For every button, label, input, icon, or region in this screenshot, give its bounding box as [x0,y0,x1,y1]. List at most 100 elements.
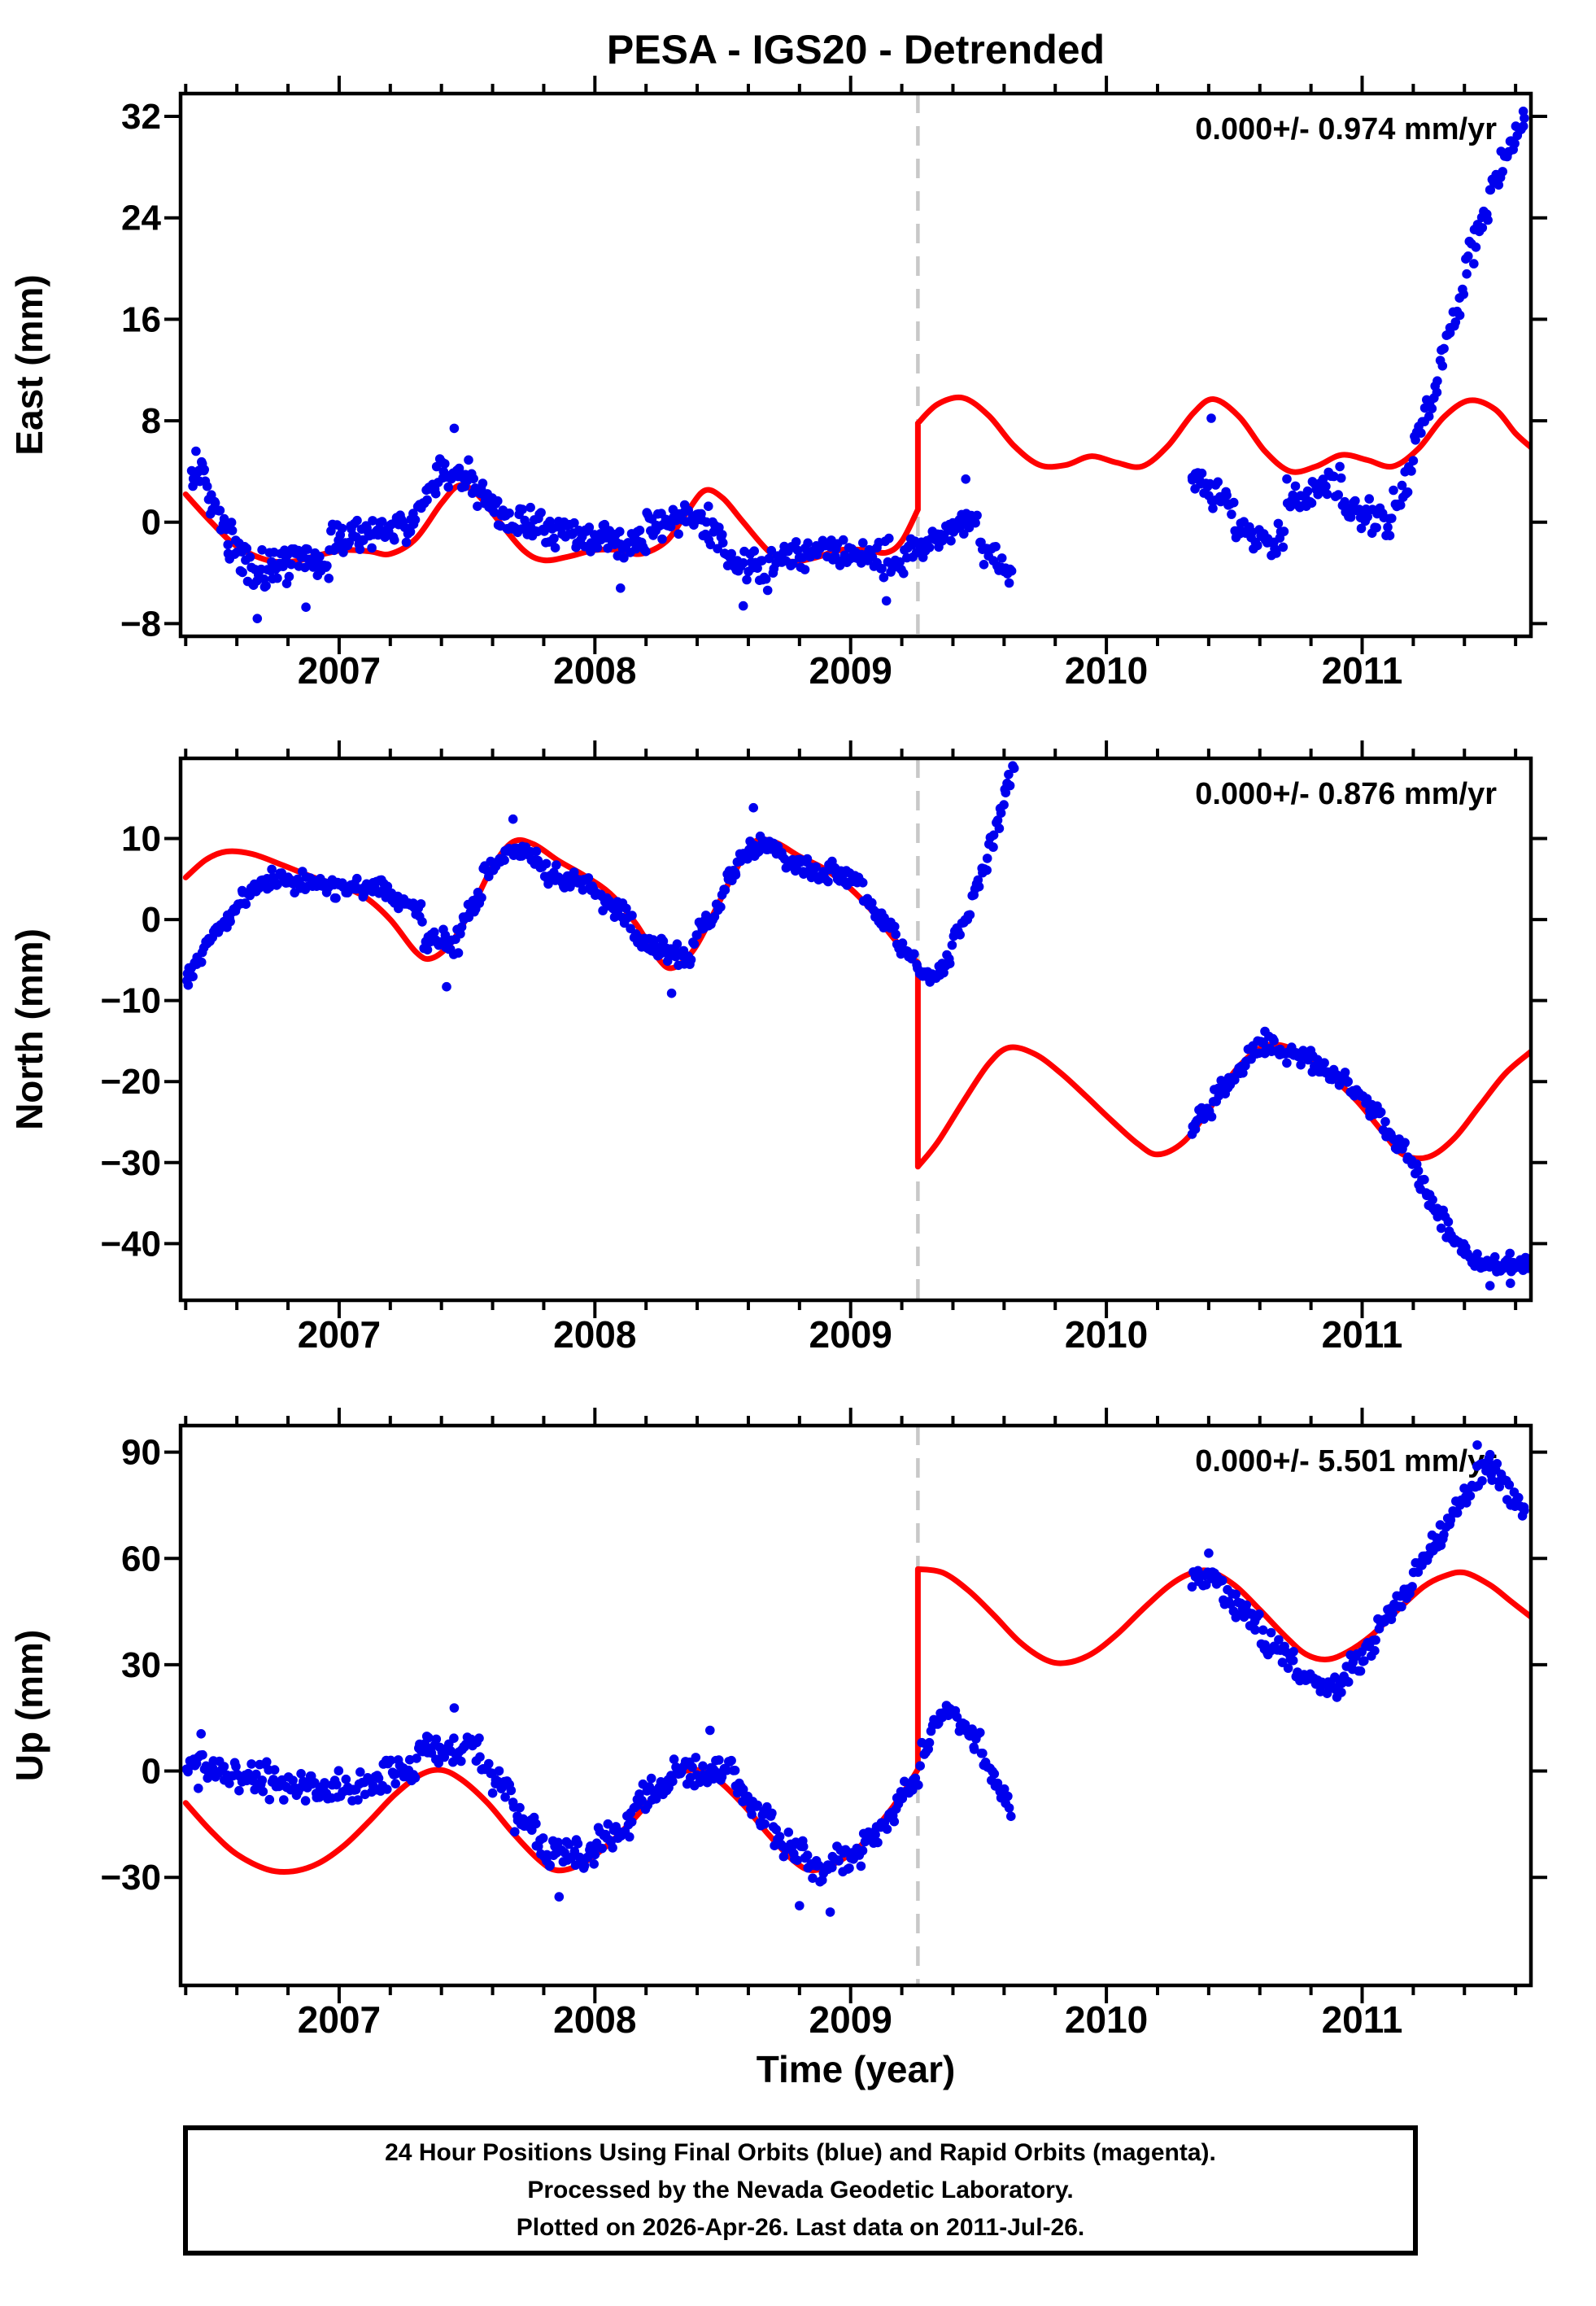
caption-line-3: Plotted on 2026-Apr-26. Last data on 201… [516,2214,1085,2241]
data-point [889,1816,900,1827]
data-point [825,1907,835,1917]
data-point [1376,1107,1386,1117]
data-point [961,474,970,484]
data-point [541,858,552,869]
data-point [1250,1625,1260,1635]
data-point [1336,473,1346,483]
data-point [672,939,682,949]
data-point [499,855,509,865]
data-point [705,1725,715,1736]
y-tick-label: −8 [120,604,161,644]
data-point [1277,1657,1288,1667]
y-tick-label: 8 [142,401,161,441]
data-point [774,1832,785,1841]
data-point [1350,496,1360,506]
data-point [767,1808,777,1819]
data-point [634,526,645,535]
data-point [1283,1663,1293,1673]
data-point [742,574,752,585]
data-point [300,1796,311,1806]
data-point [487,1788,498,1798]
data-point [952,1712,962,1722]
data-point [1454,310,1465,321]
data-point [762,585,773,596]
x-axis-title: Time (year) [756,2048,956,2090]
data-point [1439,1530,1449,1540]
data-point [1363,512,1372,522]
data-point [646,1773,656,1784]
data-point [996,553,1007,563]
data-point [738,1784,748,1794]
data-point [748,802,758,813]
data-point [857,878,868,888]
axis-ticks [164,76,1547,654]
data-point [1319,1058,1329,1068]
x-tick-label: 2008 [553,649,636,692]
x-tick-label: 2009 [809,1998,892,2041]
data-point [493,496,503,506]
data-point [1400,1138,1410,1148]
data-point [803,538,813,548]
data-point [405,526,416,537]
data-point [870,1829,880,1840]
data-point [510,1827,520,1837]
data-point [1477,1476,1487,1486]
data-point [262,1757,272,1767]
data-point [1364,494,1374,504]
data-point [877,564,887,574]
data-point [666,988,677,998]
data-point [992,815,1003,825]
data-point [882,1824,892,1834]
data-point [792,545,803,556]
data-point [959,529,969,539]
model-curve [182,1566,1531,1876]
data-point [234,1785,244,1796]
data-point [355,544,365,554]
data-point [1329,471,1339,482]
data-point [196,1729,206,1739]
data-point [531,846,542,857]
data-point [1385,531,1395,540]
data-point [834,1856,844,1866]
x-tick-label: 2010 [1065,1313,1148,1356]
data-point [1206,1112,1217,1122]
data-point [668,1776,678,1787]
data-point [332,1780,342,1790]
data-point [202,481,212,491]
data-point [856,1861,866,1871]
data-point [1397,480,1407,491]
data-point [747,1810,757,1819]
data-point [1231,1589,1241,1600]
data-point [704,501,713,511]
data-point [382,881,393,892]
data-point [978,1749,988,1758]
data-point [691,1753,701,1762]
data-point [1321,481,1331,491]
data-point [531,1819,541,1829]
axis-ticks [164,1408,1547,2003]
data-point [795,1901,805,1911]
data-point [914,1780,923,1790]
data-point [1197,468,1207,478]
data-point [219,513,229,524]
data-point [338,548,348,557]
data-point [1494,180,1504,190]
data-point [1208,504,1218,513]
data-point [1238,1068,1248,1078]
data-point [976,537,986,548]
data-point [315,552,325,561]
data-point [469,474,478,484]
data-point [1472,1440,1482,1450]
data-point [1463,251,1473,261]
data-point [1345,512,1356,522]
data-point [412,1754,421,1763]
page-title: PESA - IGS20 - Detrended [606,27,1105,72]
data-point [1518,107,1528,116]
data-point [999,1784,1009,1794]
data-point [564,1839,574,1850]
data-point [1343,1077,1353,1086]
data-point [464,455,473,465]
data-point [992,1778,1003,1788]
data-point [251,1769,261,1780]
data-point [1459,289,1468,299]
